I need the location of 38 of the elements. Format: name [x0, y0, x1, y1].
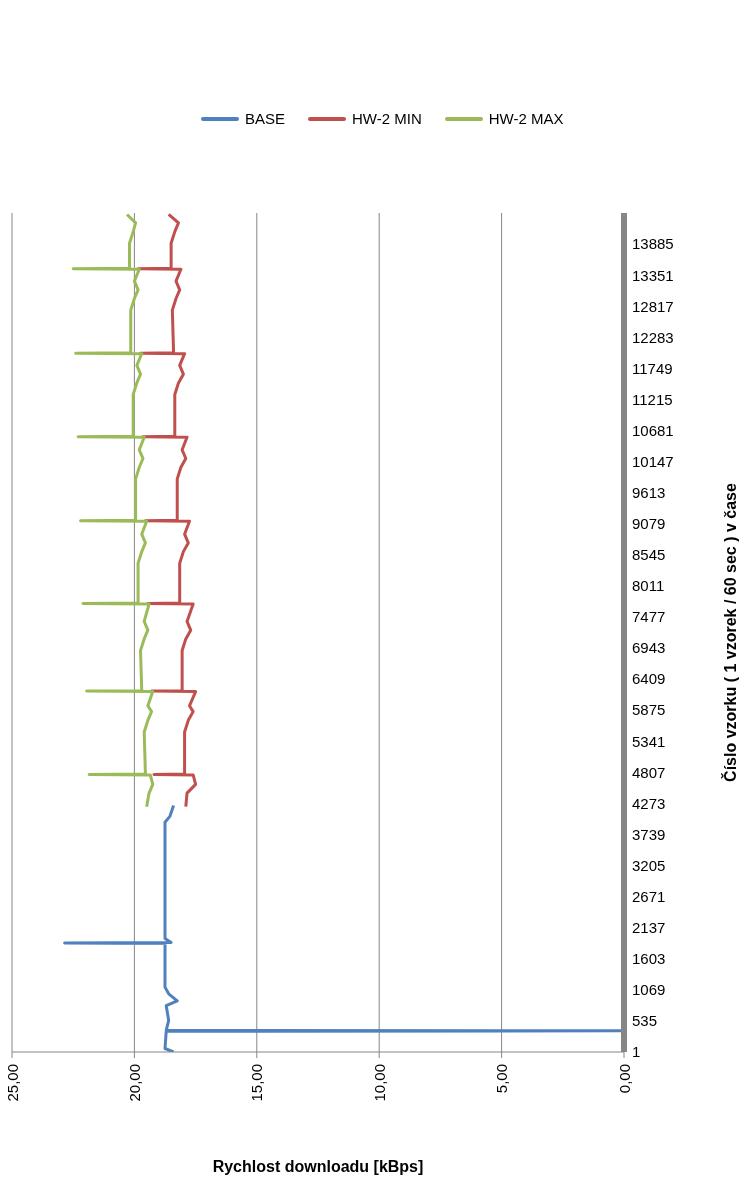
y-tick-label: 1603 — [632, 950, 666, 968]
y-axis-title: Číslo vzorku ( 1 vzorek / 60 sec ) v čase — [720, 482, 739, 782]
x-tick-label: 25,00 — [3, 1064, 21, 1102]
y-tick-label: 12283 — [632, 328, 674, 346]
y-tick-label: 3205 — [632, 856, 666, 874]
y-tick-label: 13351 — [632, 266, 674, 284]
y-tick-label: 4273 — [632, 794, 666, 812]
y-tick-label: 1 — [632, 1043, 641, 1061]
y-tick-label: 10147 — [632, 452, 674, 470]
y-tick-label: 6943 — [632, 639, 666, 657]
y-tick-label: 11215 — [632, 390, 673, 408]
legend-label: BASE — [245, 110, 286, 127]
y-tick-label: 13885 — [632, 235, 674, 253]
x-tick-label: 20,00 — [126, 1064, 144, 1102]
y-tick-label: 7477 — [632, 608, 666, 626]
y-tick-label: 12817 — [632, 297, 674, 315]
y-tick-label: 2671 — [632, 887, 666, 905]
y-tick-label: 8011 — [632, 577, 665, 595]
y-tick-label: 11749 — [632, 359, 673, 377]
y-tick-label: 10681 — [632, 421, 674, 439]
x-tick-label: 5,00 — [493, 1064, 511, 1094]
y-tick-label: 8545 — [632, 546, 666, 564]
y-tick-label: 1069 — [632, 981, 666, 999]
legend-label: HW-2 MIN — [352, 110, 422, 127]
y-tick-label: 9613 — [632, 484, 666, 502]
x-tick-label: 0,00 — [615, 1064, 633, 1094]
y-tick-label: 6409 — [632, 670, 666, 688]
x-tick-label: 10,00 — [370, 1064, 388, 1102]
y-tick-label: 9079 — [632, 515, 666, 533]
y-tick-label: 5341 — [632, 732, 666, 750]
y-tick-label: 3739 — [632, 825, 666, 843]
x-tick-label: 15,00 — [248, 1064, 266, 1102]
legend-label: HW-2 MAX — [488, 110, 564, 127]
y-tick-label: 535 — [632, 1012, 658, 1030]
x-axis-title: Rychlost downloadu [kBps] — [212, 1158, 424, 1175]
y-tick-label: 2137 — [632, 918, 666, 936]
y-tick-label: 4807 — [632, 763, 666, 781]
y-tick-label: 5875 — [632, 701, 666, 719]
